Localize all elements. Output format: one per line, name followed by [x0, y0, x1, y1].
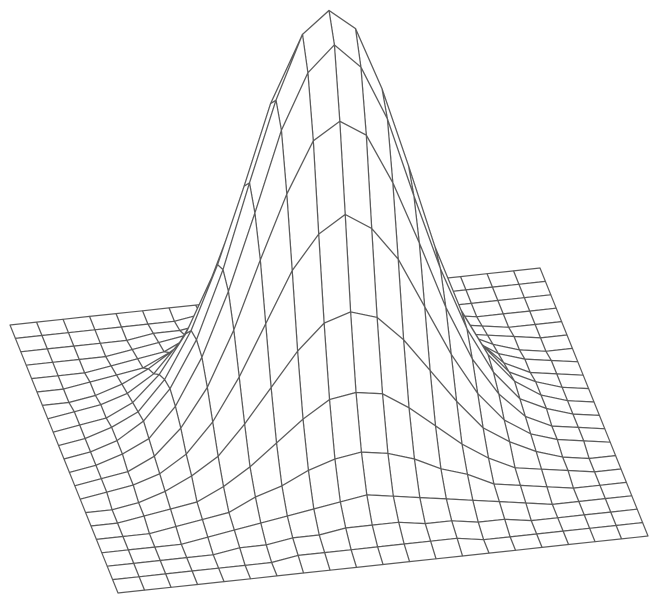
chart — [0, 0, 653, 600]
surface-cell — [113, 577, 145, 593]
page: (() => { const data = JSON.parse(documen… — [0, 0, 653, 600]
